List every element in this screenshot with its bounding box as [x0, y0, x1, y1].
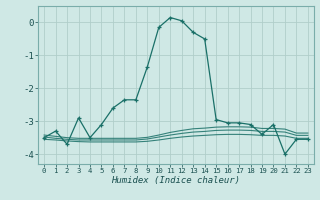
X-axis label: Humidex (Indice chaleur): Humidex (Indice chaleur): [111, 176, 241, 185]
